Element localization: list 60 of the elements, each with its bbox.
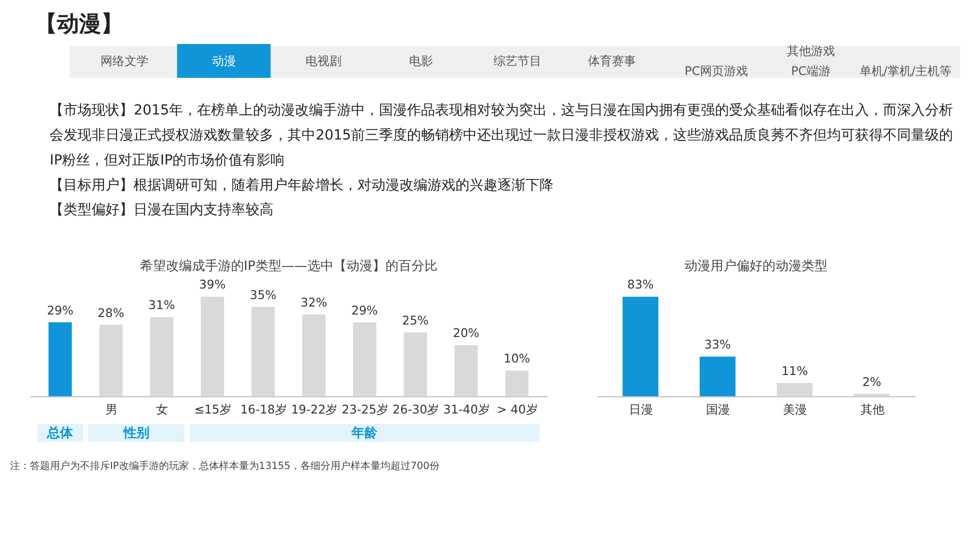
chart-title: 希望改编成手游的IP类型——选中【动漫】的百分比 — [140, 258, 438, 274]
x-tick-label: 日漫 — [628, 402, 653, 417]
bar — [404, 332, 428, 396]
chart-title: 动漫用户偏好的动漫类型 — [684, 258, 828, 274]
text: 注：答题用户为不排斥IP改编手游的玩家，总体样本量为13155，各细分用户样本量均超过700份 — [10, 460, 440, 472]
bar — [200, 296, 224, 396]
data-label: 31% — [148, 298, 175, 312]
data-label: 83% — [627, 278, 654, 292]
bar — [99, 324, 123, 396]
data-label: 2% — [862, 374, 882, 389]
bar — [622, 296, 658, 396]
bar — [252, 306, 275, 396]
text: 电影 — [408, 54, 433, 68]
bar — [454, 345, 478, 396]
text: 综艺节目 — [493, 54, 542, 68]
text: 【类型偏好】日漫在国内支持率较高 — [50, 202, 274, 218]
data-label: 29% — [351, 303, 378, 318]
x-tick-label: 女 — [156, 402, 168, 417]
x-tick-label: 31-40岁 — [443, 402, 490, 417]
data-label: 10% — [504, 352, 530, 366]
bar — [48, 322, 72, 396]
x-tick-label: 19-22岁 — [291, 402, 338, 417]
data-label: 35% — [250, 288, 276, 302]
text: PC端游 — [791, 64, 831, 78]
data-label: 20% — [452, 326, 480, 340]
text: 体育赛事 — [588, 54, 636, 68]
bar — [700, 356, 736, 396]
text: 【市场现状】2015年，在榜单上的动漫改编手游中，国漫作品表现相对较为突出，这与日漫在国内拥有更强的受众基础看似存在出入，而深入分析会发现非日漫正式授权游戏数量较多，其中2015前三季度的畅销榜中还出现过一款日漫非授权游戏，这些游戏品质良莠不齐但均可获得不同量级的IP粉丝，但对正版IP的市场价值有影响 — [50, 102, 954, 168]
bar — [505, 370, 529, 396]
data-label: 33% — [704, 338, 731, 352]
x-tick-label: > 40岁 — [496, 402, 538, 417]
text: 性别 — [122, 426, 150, 441]
x-tick-label: ≤15岁 — [194, 402, 232, 417]
x-tick-label: 男 — [105, 402, 118, 417]
x-tick-label: 美漫 — [783, 402, 808, 417]
bar — [302, 314, 326, 396]
text: 网络文学 — [100, 54, 148, 68]
text: 单机/掌机/主机等 — [859, 64, 952, 78]
x-tick-label: 16-18岁 — [240, 402, 287, 417]
data-label: 29% — [46, 303, 74, 318]
data-label: 32% — [300, 296, 328, 310]
data-label: 25% — [402, 313, 429, 328]
x-tick-label: 26-30岁 — [392, 402, 440, 417]
x-tick-label: 23-25岁 — [342, 402, 388, 417]
data-label: 28% — [98, 306, 124, 320]
data-label: 11% — [781, 364, 808, 378]
text: 总体 — [46, 424, 74, 441]
text: 年龄 — [350, 426, 379, 441]
bar — [150, 317, 174, 396]
text: 电视剧 — [305, 54, 342, 68]
text: 动漫 — [212, 54, 236, 68]
bar — [353, 322, 376, 396]
text: 其他游戏 — [786, 44, 835, 58]
text: PC网页游戏 — [684, 64, 748, 78]
text: 【目标用户】根据调研可知，随着用户年龄增长，对动漫改编游戏的兴趣逐渐下降 — [50, 177, 554, 194]
bar — [776, 383, 813, 396]
x-tick-label: 国漫 — [706, 402, 730, 417]
text: 【动漫】 — [34, 12, 123, 38]
x-tick-label: 其他 — [860, 402, 884, 417]
data-label: 39% — [199, 278, 226, 292]
